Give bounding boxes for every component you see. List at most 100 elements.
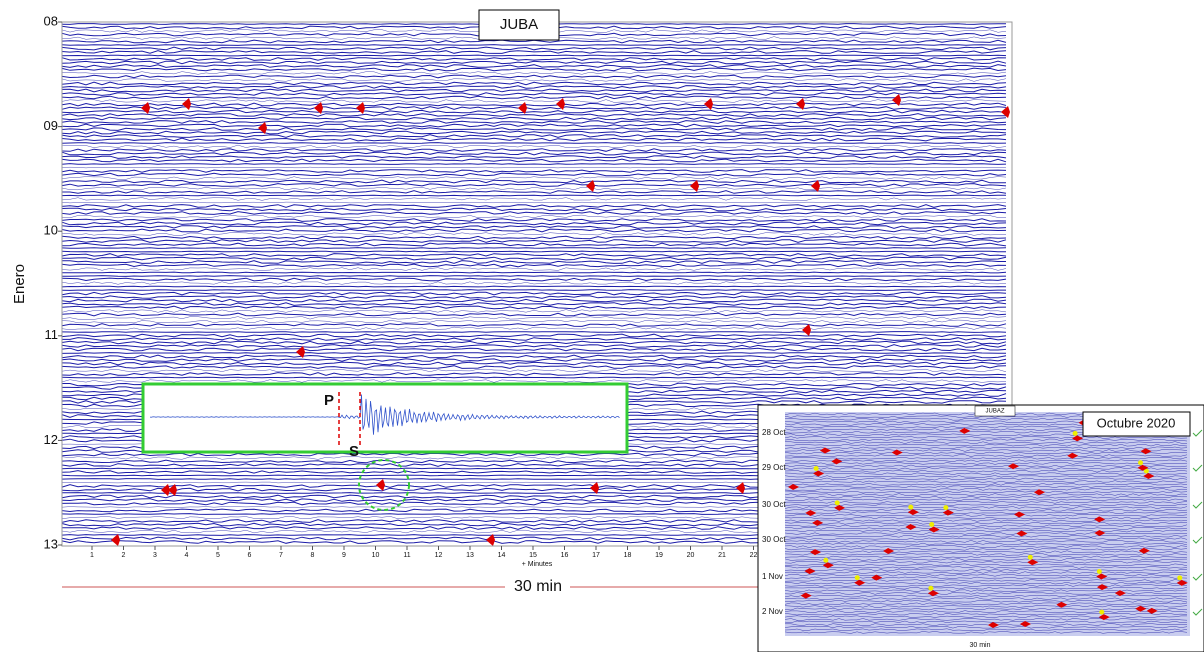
check-mark <box>1192 608 1203 616</box>
trace <box>61 197 1007 201</box>
trace <box>61 163 1007 165</box>
event <box>1094 530 1106 537</box>
trace <box>61 46 1007 51</box>
trace <box>61 302 1007 306</box>
trace <box>784 542 1188 546</box>
trace <box>61 207 1007 212</box>
trace <box>784 485 1188 489</box>
trace <box>784 579 1188 582</box>
event-mark <box>854 575 860 581</box>
trace <box>784 482 1188 486</box>
trace <box>61 158 1007 163</box>
trace <box>61 109 1007 114</box>
trace <box>61 250 1006 253</box>
event <box>1067 452 1079 459</box>
event <box>1008 463 1020 470</box>
event <box>376 479 385 491</box>
event-mark <box>813 466 819 472</box>
event-mark <box>1138 460 1144 466</box>
event <box>1146 607 1158 614</box>
event <box>1140 448 1152 455</box>
trace <box>784 537 1188 541</box>
p-label: P <box>324 392 334 409</box>
check-mark <box>1192 464 1203 472</box>
x-tick-label: 2 <box>122 552 126 559</box>
event <box>813 470 825 477</box>
day-label: 28 Oct <box>762 428 786 437</box>
event <box>314 102 323 114</box>
x-axis-label: + Minutes <box>522 561 553 568</box>
trace <box>61 228 1007 233</box>
trace <box>61 211 1007 215</box>
event-mark <box>929 521 935 527</box>
trace <box>61 323 1007 327</box>
trace <box>61 368 1007 373</box>
event <box>486 534 495 546</box>
event <box>812 519 824 526</box>
event <box>111 534 120 546</box>
event <box>883 548 895 555</box>
trace <box>784 550 1188 554</box>
event <box>796 98 805 110</box>
trace <box>784 610 1188 613</box>
trace <box>61 95 1007 100</box>
trace <box>61 78 1007 82</box>
trace <box>61 267 1007 271</box>
trace <box>784 576 1188 580</box>
day-label: 30 Oct <box>762 500 786 509</box>
day-label: 29 Oct <box>762 463 786 472</box>
trace <box>61 214 1007 219</box>
event <box>1138 547 1150 554</box>
event <box>834 504 846 511</box>
trace <box>784 607 1188 611</box>
event <box>1143 473 1155 480</box>
x-tick-label: 11 <box>403 552 410 559</box>
trace <box>61 298 1007 303</box>
trace <box>61 204 1007 208</box>
trace <box>61 60 1007 65</box>
trace <box>784 490 1188 494</box>
trace <box>785 623 1188 626</box>
trace <box>784 464 1188 468</box>
event <box>871 574 883 581</box>
y-axis-label: Enero <box>11 264 28 304</box>
trace <box>784 495 1187 499</box>
event <box>258 122 267 134</box>
x-tick-label: 15 <box>529 552 537 559</box>
trace <box>61 176 1007 180</box>
event <box>959 427 971 434</box>
trace <box>784 555 1188 559</box>
station-box <box>974 405 1016 417</box>
event-mark <box>908 504 914 510</box>
trace <box>784 438 1188 442</box>
trace <box>784 571 1188 574</box>
trace <box>784 545 1188 548</box>
trace <box>61 102 1007 107</box>
waveform-inset <box>141 382 629 454</box>
trace <box>784 560 1188 564</box>
event <box>1098 614 1110 621</box>
trace <box>61 74 1007 79</box>
trace <box>61 64 1007 68</box>
y-tick-label: 09 <box>44 118 58 133</box>
trace <box>784 631 1188 634</box>
event <box>800 592 812 599</box>
trace <box>61 166 1007 169</box>
trace <box>784 602 1188 606</box>
trace <box>61 134 1007 138</box>
event <box>907 509 919 516</box>
trace <box>61 260 1006 264</box>
event <box>182 98 191 110</box>
trace <box>61 333 1007 338</box>
event <box>556 98 565 110</box>
x-tick-label: 22 <box>750 552 758 559</box>
trace <box>61 340 1007 345</box>
trace <box>784 508 1188 512</box>
trace <box>61 85 1007 89</box>
trace <box>61 285 1007 288</box>
event-mark <box>1096 569 1102 575</box>
trace <box>61 50 1007 54</box>
event <box>927 590 939 597</box>
event <box>690 180 699 192</box>
